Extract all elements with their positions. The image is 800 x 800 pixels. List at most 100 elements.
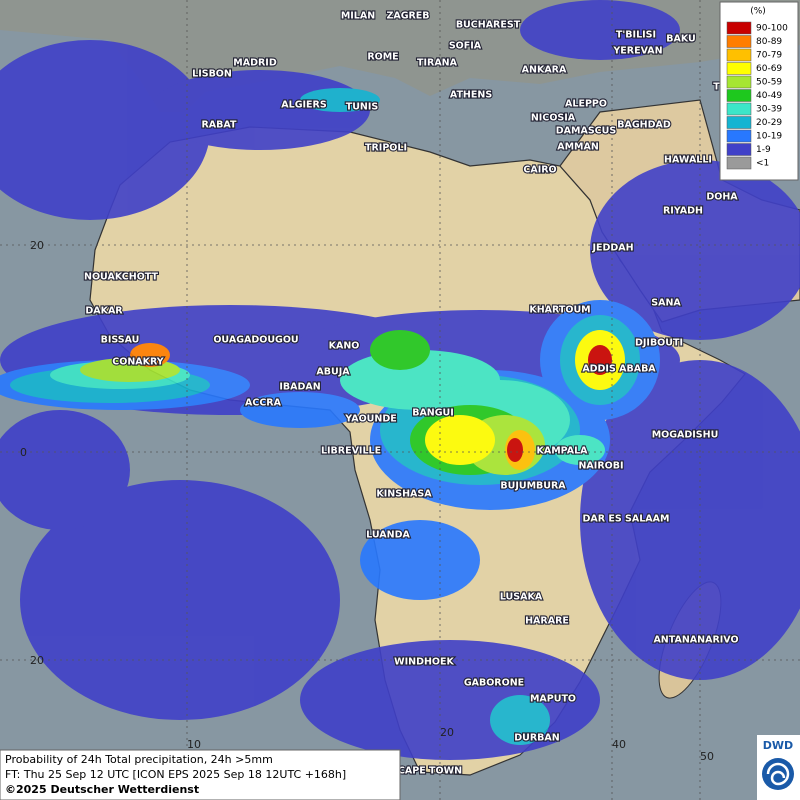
city-label: HAWALLI xyxy=(664,155,712,166)
precip-area xyxy=(240,392,360,428)
city-label: SOFIA xyxy=(449,41,482,52)
grid-label: 40 xyxy=(612,738,626,751)
precip-area xyxy=(580,360,800,680)
caption-box xyxy=(0,749,401,800)
city-label: ANTANANARIVO xyxy=(653,635,738,646)
legend-label: 20-29 xyxy=(756,118,782,128)
logo: DWD xyxy=(757,735,800,800)
city-label: MADRID xyxy=(233,58,277,69)
city-label: YEREVAN xyxy=(612,46,662,57)
logo-swirl xyxy=(766,762,790,786)
grid-label: 20 xyxy=(440,726,454,739)
city-label: CONAKRY xyxy=(112,357,164,368)
caption-line: Probability of 24h Total precipitation, … xyxy=(5,753,273,766)
legend-label: 60-69 xyxy=(756,64,782,74)
city-label: DAKAR xyxy=(85,306,123,317)
city-label: RIYADH xyxy=(663,206,703,217)
city-label: LISBON xyxy=(192,69,232,80)
city-label: ANKARA xyxy=(522,65,567,76)
city-label: TUNIS xyxy=(346,102,379,113)
legend-swatch xyxy=(726,129,752,143)
legend-label: 50-59 xyxy=(756,78,782,88)
city-label: LUSAKA xyxy=(500,592,543,603)
city-label: KHARTOUM xyxy=(529,305,590,316)
city-label: T'BILISI xyxy=(616,30,656,41)
grid-label: 50 xyxy=(700,750,714,763)
grid-label: 20 xyxy=(30,654,44,667)
legend-swatch xyxy=(726,102,752,116)
city-label: ALEPPO xyxy=(565,99,607,110)
city-label: LIBREVILLE xyxy=(321,446,381,457)
caption: Probability of 24h Total precipitation, … xyxy=(0,749,401,800)
precipitation-field xyxy=(0,0,800,760)
city-label: KAMPALA xyxy=(536,446,588,457)
legend-title: (%) xyxy=(750,7,766,17)
city-label: IBADAN xyxy=(279,382,320,393)
legend-label: 80-89 xyxy=(756,37,782,47)
precip-area xyxy=(507,438,523,462)
legend-swatch xyxy=(726,156,752,170)
city-label: BANGUI xyxy=(412,408,454,419)
city-label: DJIBOUTI xyxy=(635,338,683,349)
logo-mark xyxy=(762,758,794,790)
city-label: SANA xyxy=(651,298,681,309)
city-label: ROME xyxy=(367,52,398,63)
precip-area xyxy=(370,330,430,370)
city-label: MILAN xyxy=(341,11,375,22)
city-label: OUAGADOUGOU xyxy=(213,335,298,346)
precip-area xyxy=(490,695,550,745)
city-label: HARARE xyxy=(525,616,569,627)
city-label: KANO xyxy=(329,341,360,352)
legend-label: 70-79 xyxy=(756,51,782,61)
city-label: JEDDAH xyxy=(591,243,633,254)
city-label: MAPUTO xyxy=(530,694,576,705)
city-label: ALGIERS xyxy=(281,100,327,111)
city-label: TRIPOLI xyxy=(365,143,407,154)
city-label: ABUJA xyxy=(316,367,350,378)
precip-area xyxy=(0,410,130,530)
city-label: NOUAKCHOTT xyxy=(84,272,158,283)
city-label: DAR ES SALAAM xyxy=(583,514,670,525)
legend-label: 90-100 xyxy=(756,24,788,34)
legend-swatch xyxy=(726,89,752,102)
legend-swatch xyxy=(726,35,752,48)
precip-area xyxy=(130,343,170,367)
grid-label: 20 xyxy=(30,239,44,252)
city-label: BAGHDAD xyxy=(617,120,671,131)
city-label: BUJUMBURA xyxy=(500,481,566,492)
city-label: DAMASCUS xyxy=(556,126,617,137)
city-label: ATHENS xyxy=(450,90,492,101)
precip-area xyxy=(555,435,605,465)
precip-area xyxy=(520,0,680,60)
precip-area xyxy=(588,345,612,375)
city-label: BAKU xyxy=(666,34,696,45)
city-label: BUCHAREST xyxy=(456,20,521,31)
legend-swatch xyxy=(726,116,752,129)
city-label: CAIRO xyxy=(523,165,556,176)
city-label: DURBAN xyxy=(514,733,560,744)
city-label: TIRANA xyxy=(417,58,458,69)
legend-label: 30-39 xyxy=(756,105,782,115)
city-label: KINSHASA xyxy=(376,489,432,500)
caption-line: ©2025 Deutscher Wetterdienst xyxy=(5,783,199,796)
city-label: ADDIS ABABA xyxy=(582,364,656,375)
city-label: DOHA xyxy=(706,192,738,203)
city-label: GABORONE xyxy=(464,678,524,689)
legend-label: 10-19 xyxy=(756,132,782,142)
city-label: ACCRA xyxy=(245,398,282,409)
city-label: LUANDA xyxy=(366,530,410,541)
precip-area xyxy=(300,88,380,112)
legend-swatch xyxy=(726,21,752,35)
legend-label: 1-9 xyxy=(756,145,771,155)
legend-swatch xyxy=(726,75,752,89)
city-label: WINDHOEK xyxy=(394,657,454,668)
city-label: BISSAU xyxy=(101,335,140,346)
grid-label: 10 xyxy=(187,738,201,751)
legend-label: <1 xyxy=(756,159,769,169)
grid-labels: 20 0 20 10 20 40 50 xyxy=(20,239,714,763)
city-label: ZAGREB xyxy=(386,11,429,22)
precip-area xyxy=(425,415,495,465)
